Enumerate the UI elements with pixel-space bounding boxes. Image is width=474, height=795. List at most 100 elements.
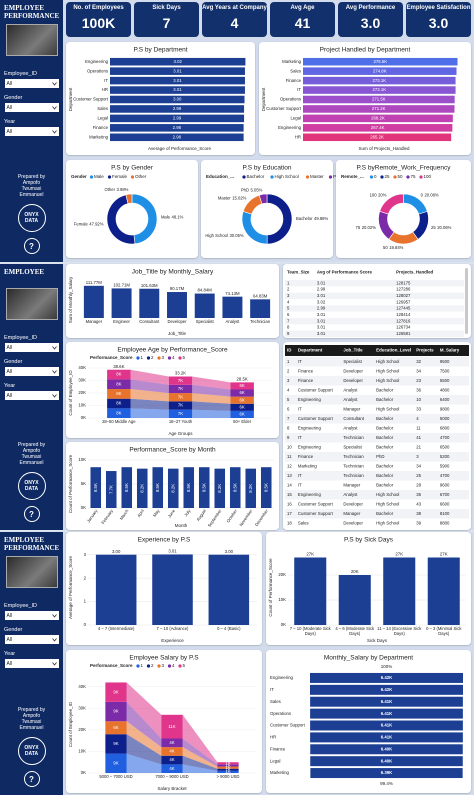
filter-select[interactable]: All bbox=[4, 391, 59, 400]
legend-swatch bbox=[107, 175, 112, 179]
legend-label: Master bbox=[310, 174, 324, 179]
value-label: 3.01 bbox=[173, 78, 182, 83]
table-cell: Manager bbox=[343, 482, 361, 487]
filter-label: Gender bbox=[4, 627, 23, 633]
help-button[interactable]: ? bbox=[23, 771, 40, 787]
donut-slice bbox=[258, 193, 268, 205]
table-cell: Marketing bbox=[298, 463, 317, 468]
table-row-bg bbox=[285, 395, 469, 405]
y-tick-label: 5K bbox=[81, 481, 86, 486]
chart-panel: P.S by Department Department Average of Pe… bbox=[66, 42, 255, 155]
value-label: 6.41K bbox=[381, 699, 393, 704]
y-tick-label: 0K bbox=[81, 415, 86, 420]
slice-category: PhD bbox=[241, 187, 249, 192]
kpi-label: Employee Satisfaction bbox=[406, 5, 471, 11]
ribbon bbox=[130, 408, 169, 418]
filter-select[interactable]: All bbox=[4, 127, 59, 136]
kpi-card: Sick Days 7 bbox=[134, 2, 199, 37]
table-cell: 6800 bbox=[440, 425, 450, 430]
category-label: IT bbox=[297, 87, 301, 92]
table-cell: Technician bbox=[343, 463, 364, 468]
table-cell: Developer bbox=[343, 368, 363, 373]
chart-title: P.S by Department bbox=[133, 47, 187, 54]
value-label: 9K bbox=[113, 709, 118, 714]
x-tick-label-box: Engineer bbox=[113, 319, 130, 324]
bar bbox=[303, 133, 452, 142]
legend-swatch bbox=[130, 175, 135, 179]
ribbon bbox=[182, 738, 218, 767]
legend-label: 75 bbox=[411, 174, 417, 179]
ribbon bbox=[126, 734, 162, 765]
table-cell: Finance bbox=[298, 368, 314, 373]
bar-segment bbox=[168, 401, 193, 410]
x-tick-label-box: > 9000 USD bbox=[217, 774, 240, 779]
bar bbox=[245, 468, 257, 508]
table-cell: 6 bbox=[287, 312, 290, 317]
table-row-bg bbox=[285, 357, 469, 367]
table-cell: 5500 bbox=[440, 378, 450, 383]
table-cell: 13 bbox=[287, 473, 292, 478]
table-cell: Technician bbox=[343, 454, 364, 459]
filter-select[interactable]: All bbox=[4, 659, 59, 668]
x-tick-label-box: 0 – 4 (Basic) bbox=[217, 626, 241, 631]
bar bbox=[208, 554, 250, 625]
value-label: 9K bbox=[113, 741, 118, 746]
chart-panel: ID Department Job_Title Education_Level Proj… bbox=[283, 342, 471, 530]
table-cell: 1 bbox=[287, 280, 290, 285]
table-row-bg bbox=[285, 305, 464, 312]
x-tick-label: 50+ Elder bbox=[233, 419, 252, 424]
legend-label: 3 bbox=[162, 355, 165, 360]
chart-panel: P.S by Sick Days Count of Performance_Sco… bbox=[266, 532, 471, 645]
y-tick-label: 0K bbox=[281, 622, 286, 627]
bar-segment bbox=[105, 701, 127, 722]
table-cell: 9800 bbox=[440, 406, 450, 411]
chevron bbox=[51, 345, 57, 350]
table-cell: Bachelor bbox=[376, 425, 394, 430]
table-cell: 14 bbox=[287, 482, 292, 487]
filter-select[interactable]: All bbox=[4, 103, 59, 112]
table-cell: 1 bbox=[287, 359, 290, 364]
chart-panel: Monthly_Salary by Department 100% 99.4% Eng… bbox=[266, 650, 471, 793]
help-button[interactable]: ? bbox=[23, 506, 40, 522]
x-tick-label: 7000 – 9000 USD bbox=[155, 774, 189, 779]
ribbon bbox=[182, 764, 218, 773]
y-tick-label: 0K bbox=[81, 505, 86, 510]
legend-label: 2 bbox=[151, 355, 154, 360]
x-axis-title: Month bbox=[175, 523, 188, 528]
x-tick-label-box: 7 – 10 (Moderate Sick Days) bbox=[290, 626, 331, 636]
table-cell: 2 bbox=[287, 368, 290, 373]
bar bbox=[198, 467, 210, 508]
x-tick-label-box: 5000 – 7000 USD bbox=[99, 774, 132, 779]
bar-segment bbox=[107, 389, 131, 399]
table-cell: 8 bbox=[287, 425, 290, 430]
bar-segment bbox=[217, 770, 239, 773]
value-label: 8K bbox=[116, 381, 121, 386]
value-label: 271.2K bbox=[372, 106, 386, 111]
filter-select[interactable]: All bbox=[4, 367, 59, 376]
slice-value: 48.1% bbox=[172, 214, 184, 219]
bar-segment bbox=[107, 398, 131, 409]
category-label: IT bbox=[270, 687, 274, 692]
x-tick-label: April bbox=[136, 508, 145, 518]
y-tick-label: 10K bbox=[278, 597, 286, 602]
filter-select[interactable]: All bbox=[4, 79, 59, 88]
bar bbox=[121, 467, 133, 508]
x-axis-title: Age Groups bbox=[168, 431, 193, 436]
x-tick-label-box: 11 – 14 (Excessive Sick Days) bbox=[377, 626, 421, 636]
annotation: 100% bbox=[381, 664, 393, 669]
y-tick-label: 30K bbox=[78, 378, 86, 383]
filter-select[interactable]: All bbox=[4, 611, 59, 620]
legend-label: 4 bbox=[172, 663, 175, 668]
filter-select[interactable]: All bbox=[4, 635, 59, 644]
table-cell: 5000 bbox=[440, 416, 450, 421]
legend-swatch bbox=[328, 175, 333, 179]
help-button[interactable]: ? bbox=[23, 238, 40, 254]
table-cell: High School bbox=[376, 368, 399, 373]
table-cell: IT bbox=[298, 482, 302, 487]
table-row-bg bbox=[285, 509, 469, 519]
filter-select[interactable]: All bbox=[4, 343, 59, 352]
chart-title: Employee Salary by P.S bbox=[129, 655, 199, 662]
legend-label: 25 bbox=[385, 174, 391, 179]
value-label: 6.40K bbox=[381, 746, 393, 751]
